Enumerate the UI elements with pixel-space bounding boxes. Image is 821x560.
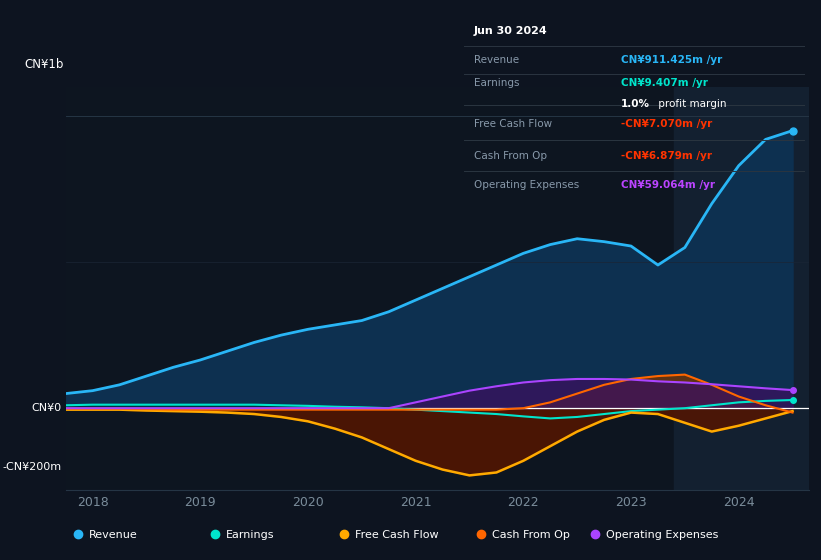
Text: Earnings: Earnings [226,530,274,540]
Text: -CN¥7.070m /yr: -CN¥7.070m /yr [621,119,712,129]
Text: Operating Expenses: Operating Expenses [606,530,718,540]
Text: CN¥9.407m /yr: CN¥9.407m /yr [621,78,708,88]
Text: Revenue: Revenue [474,54,519,64]
Text: profit margin: profit margin [654,99,726,109]
Text: Earnings: Earnings [474,78,520,88]
Text: Free Cash Flow: Free Cash Flow [355,530,438,540]
Text: Cash From Op: Cash From Op [492,530,570,540]
Text: -CN¥200m: -CN¥200m [2,461,62,472]
Text: Operating Expenses: Operating Expenses [474,180,580,190]
Text: CN¥0: CN¥0 [32,403,62,413]
Text: -CN¥6.879m /yr: -CN¥6.879m /yr [621,151,712,161]
Text: Jun 30 2024: Jun 30 2024 [474,26,548,36]
Text: Revenue: Revenue [89,530,138,540]
Text: Free Cash Flow: Free Cash Flow [474,119,553,129]
Text: Cash From Op: Cash From Op [474,151,547,161]
Text: CN¥1b: CN¥1b [25,58,64,71]
Text: 1.0%: 1.0% [621,99,649,109]
Text: CN¥911.425m /yr: CN¥911.425m /yr [621,54,722,64]
Bar [674,87,821,490]
Text: CN¥59.064m /yr: CN¥59.064m /yr [621,180,714,190]
